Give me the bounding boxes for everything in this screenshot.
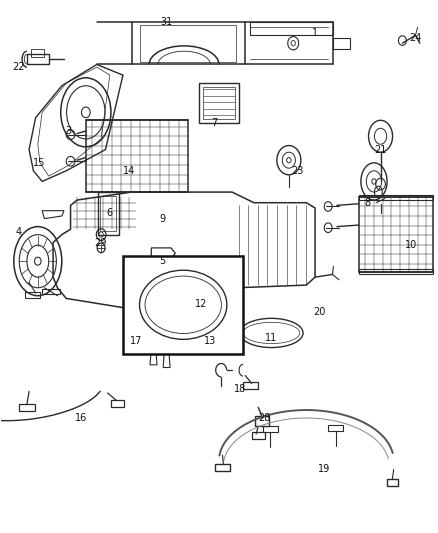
Text: 18: 18 [234,384,246,394]
Text: 11: 11 [265,333,278,343]
Text: 13: 13 [204,336,216,346]
Text: 29: 29 [94,238,106,247]
Text: 5: 5 [159,256,166,266]
Text: 24: 24 [409,33,422,43]
Text: 14: 14 [124,166,136,176]
Text: 6: 6 [107,208,113,219]
Text: 20: 20 [313,306,325,317]
Text: 10: 10 [405,240,417,250]
Text: 15: 15 [33,158,45,168]
Text: 23: 23 [291,166,304,176]
FancyBboxPatch shape [123,256,243,354]
Text: 21: 21 [374,144,387,155]
Text: 7: 7 [212,118,218,128]
Text: 31: 31 [160,17,173,27]
Text: 3: 3 [65,126,71,136]
Text: 4: 4 [16,227,22,237]
Text: 9: 9 [159,214,165,224]
Text: 16: 16 [75,413,88,423]
Text: 28: 28 [259,413,271,423]
Text: 19: 19 [318,464,330,473]
Text: 22: 22 [12,62,25,72]
Text: 12: 12 [195,298,208,309]
Text: 1: 1 [312,28,318,38]
Text: 17: 17 [130,336,142,346]
Text: 8: 8 [364,198,371,208]
